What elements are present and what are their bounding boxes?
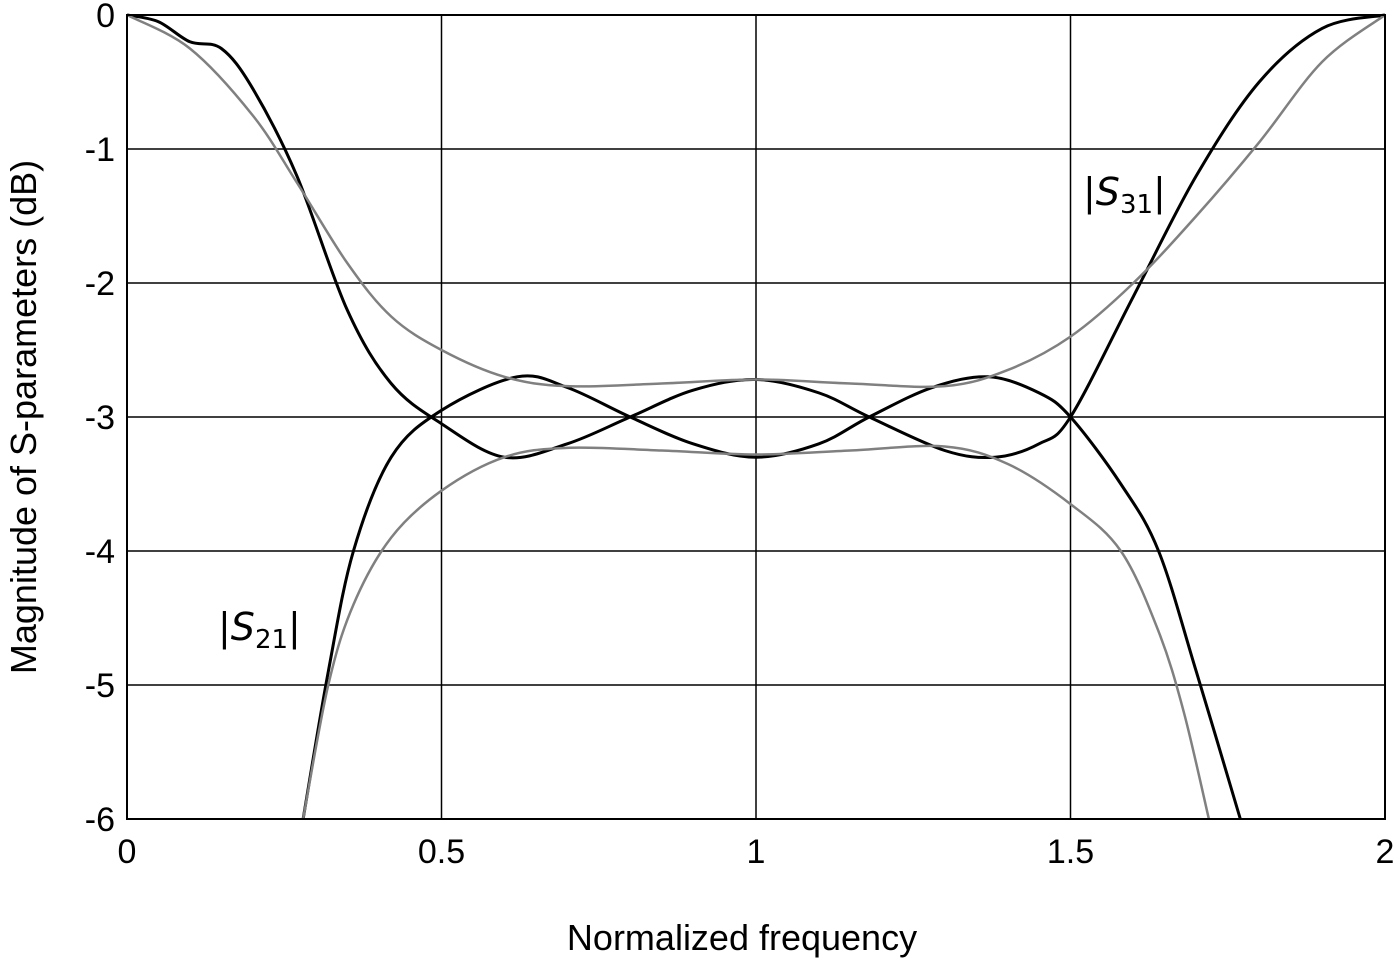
grid bbox=[126, 14, 1386, 820]
annotation-s21: |S21| bbox=[218, 605, 301, 655]
x-axis-label: Normalized frequency bbox=[567, 917, 917, 958]
y-tick-label: -3 bbox=[85, 399, 115, 437]
series-line-s31-design-b bbox=[126, 13, 1386, 389]
annotation-s31: |S31| bbox=[1083, 170, 1166, 220]
y-tick-label: -4 bbox=[85, 533, 115, 571]
x-tick-label: 0 bbox=[118, 833, 137, 871]
x-tick-label: 2 bbox=[1376, 833, 1395, 871]
series-line-s21-design-a bbox=[301, 374, 1242, 820]
y-tick-label: -5 bbox=[85, 667, 115, 705]
x-tick-labels: 0 0.5 1 1.5 2 bbox=[118, 833, 1395, 871]
x-tick-label: 1.5 bbox=[1047, 833, 1094, 871]
y-axis-label: Magnitude of S-parameters (dB) bbox=[3, 160, 44, 674]
y-tick-label: 0 bbox=[96, 0, 115, 35]
y-tick-label: -1 bbox=[85, 131, 115, 169]
series-line-s21-design-b bbox=[301, 444, 1211, 820]
series-group bbox=[126, 13, 1386, 820]
plot-frame bbox=[126, 14, 1386, 820]
series-line-s31-design-a bbox=[126, 13, 1386, 460]
y-tick-label: -6 bbox=[85, 801, 115, 839]
x-tick-label: 1 bbox=[747, 833, 766, 871]
x-tick-label: 0.5 bbox=[418, 833, 465, 871]
y-tick-labels: 0 -1 -2 -3 -4 -5 -6 bbox=[85, 0, 115, 839]
y-tick-label: -2 bbox=[85, 265, 115, 303]
